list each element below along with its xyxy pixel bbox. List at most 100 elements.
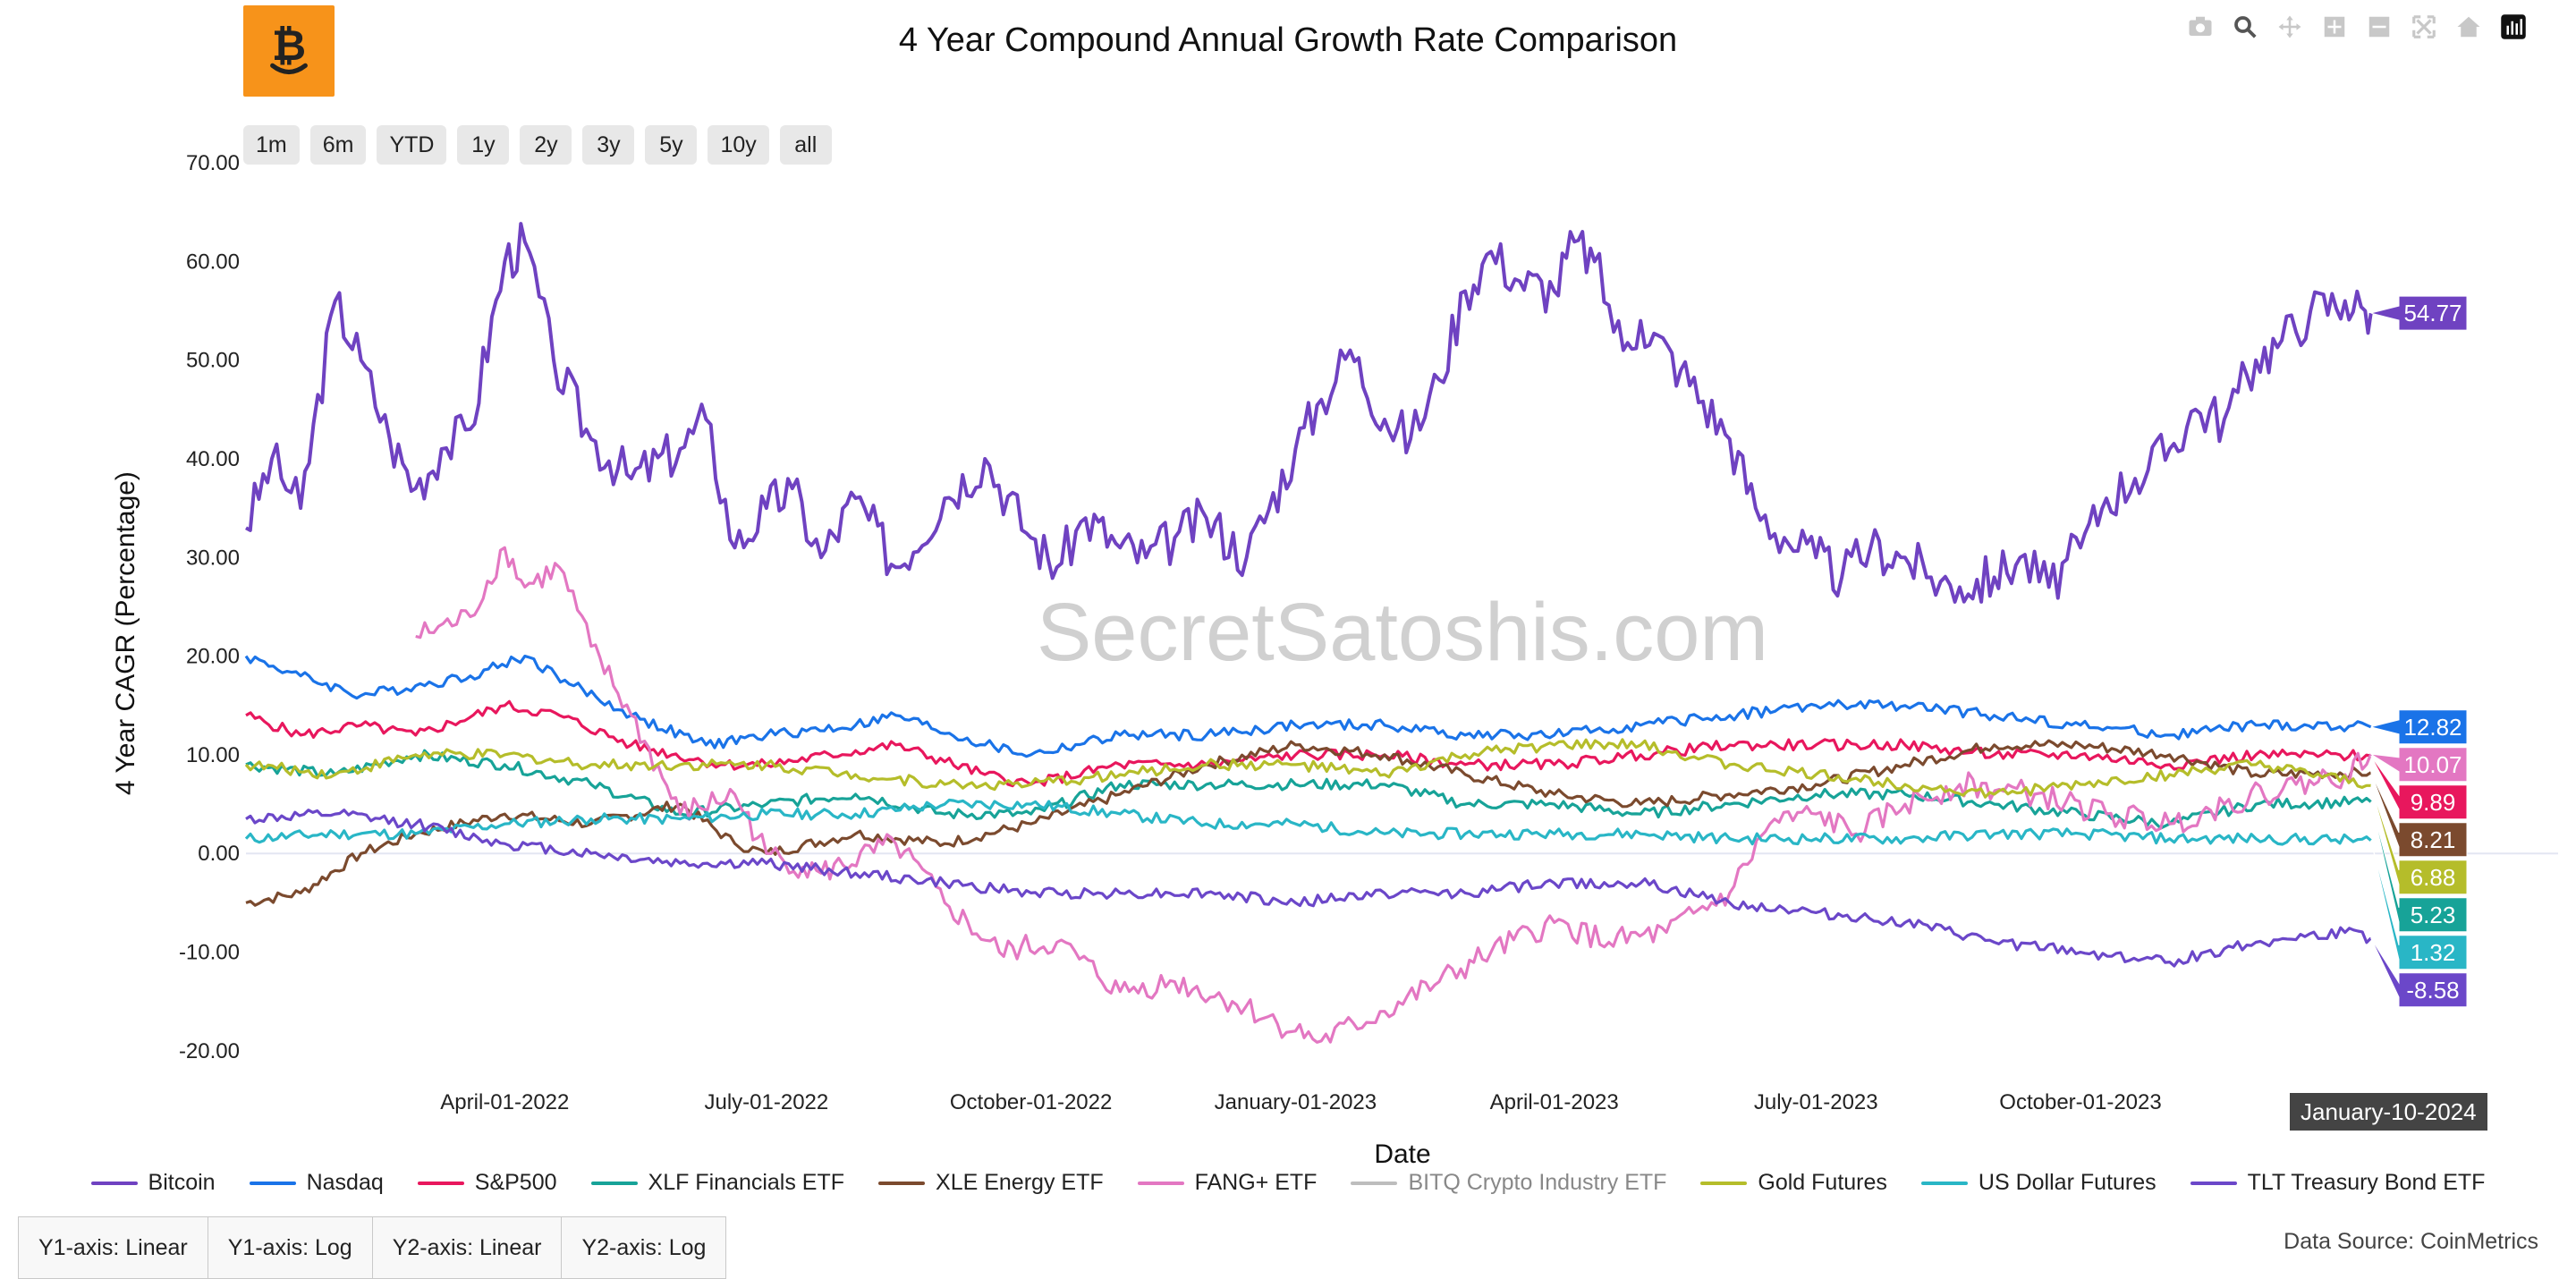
x-axis-title: Date (1374, 1139, 1430, 1169)
y-axis-ticks: 70.00 60.00 50.00 40.00 30.00 20.00 10.00 0.00 -… (179, 151, 240, 1063)
end-value-text: 12.82 (2403, 714, 2462, 741)
end-value-label: 6.88 (2370, 785, 2468, 895)
end-labels: 54.77 12.82 10.07 9.89 8.21 6.88 5.23 1.32 -8.58 (2370, 295, 2468, 1008)
end-value-text: 8.21 (2411, 826, 2456, 853)
zoom-in-icon[interactable] (2318, 11, 2351, 43)
bitcoin-smile-logo-icon: ₿ (270, 21, 308, 74)
end-value-label: 12.82 (2370, 709, 2468, 745)
y-tick-label: 0.00 (198, 842, 240, 866)
legend-swatch (1137, 1181, 1184, 1185)
modebar (2184, 9, 2529, 45)
range-button-10y[interactable]: 10y (708, 125, 769, 165)
camera-icon[interactable] (2184, 11, 2216, 43)
range-button-1y[interactable]: 1y (457, 125, 510, 165)
series-line (245, 749, 2372, 830)
range-button-5y[interactable]: 5y (645, 125, 698, 165)
end-value-text: -8.58 (2406, 977, 2459, 1004)
legend-swatch (249, 1181, 296, 1185)
legend-item[interactable]: FANG+ ETF (1137, 1170, 1318, 1196)
axis-scale-button-2[interactable]: Y2-axis: Linear (371, 1216, 563, 1279)
end-value-text: 5.23 (2411, 902, 2456, 928)
axis-scale-button-0[interactable]: Y1-axis: Linear (18, 1216, 208, 1279)
range-button-ytd[interactable]: YTD (377, 125, 447, 165)
x-tick-label: July-01-2022 (704, 1090, 828, 1114)
plotly-logo-icon[interactable] (2497, 11, 2529, 43)
zoom-icon[interactable] (2229, 11, 2261, 43)
end-value-text: 9.89 (2411, 789, 2456, 816)
end-value-text: 54.77 (2403, 300, 2462, 326)
legend-swatch (2190, 1181, 2237, 1185)
end-value-label: 8.21 (2370, 772, 2468, 858)
end-value-label: 1.32 (2370, 840, 2468, 970)
end-value-label: -8.58 (2370, 937, 2468, 1008)
end-value-text: 6.88 (2411, 864, 2456, 891)
zoom-out-icon[interactable] (2363, 11, 2395, 43)
legend-label: Bitcoin (148, 1170, 216, 1195)
legend-label: Nasdaq (306, 1170, 384, 1195)
y-tick-label: 50.00 (186, 349, 240, 373)
legend-item[interactable]: Gold Futures (1700, 1170, 1887, 1196)
y-axis-title: 4 Year CAGR (Percentage) (111, 471, 140, 795)
series-lines (244, 222, 2373, 1044)
home-icon[interactable] (2453, 11, 2485, 43)
y-tick-label: -20.00 (179, 1039, 240, 1063)
axis-scale-button-1[interactable]: Y1-axis: Log (207, 1216, 373, 1279)
series-line (245, 809, 2372, 968)
series-line (244, 738, 2371, 799)
logo: ₿ (243, 5, 335, 97)
legend-swatch (1700, 1181, 1748, 1185)
y-tick-label: -10.00 (179, 941, 240, 965)
date-tooltip: January-10-2024 (2290, 1093, 2487, 1131)
range-button-all[interactable]: all (779, 125, 832, 165)
legend-swatch (417, 1181, 464, 1185)
end-value-label: 5.23 (2370, 801, 2468, 933)
legend-item[interactable]: US Dollar Futures (1920, 1170, 2157, 1196)
range-button-3y[interactable]: 3y (582, 125, 635, 165)
legend-item[interactable]: BITQ Crypto Industry ETF (1351, 1170, 1666, 1196)
legend-swatch (878, 1181, 926, 1185)
x-tick-label: July-01-2023 (1754, 1090, 1878, 1114)
y-tick-label: 10.00 (186, 743, 240, 767)
legend-item[interactable]: S&P500 (417, 1170, 557, 1196)
axis-scale-buttons: Y1-axis: Linear Y1-axis: Log Y2-axis: Line… (18, 1216, 727, 1279)
axis-scale-button-3[interactable]: Y2-axis: Log (561, 1216, 727, 1279)
end-value-label: 9.89 (2370, 755, 2468, 820)
range-selector: 1m 6m YTD 1y 2y 3y 5y 10y all (243, 125, 832, 165)
legend-label: BITQ Crypto Industry ETF (1408, 1170, 1667, 1195)
legend-label: US Dollar Futures (1978, 1170, 2157, 1195)
legend-item[interactable]: XLF Financials ETF (590, 1170, 845, 1196)
legend-label: Gold Futures (1758, 1170, 1887, 1195)
legend-item[interactable]: TLT Treasury Bond ETF (2190, 1170, 2485, 1196)
x-tick-label: April-01-2022 (440, 1090, 569, 1114)
pan-icon[interactable] (2274, 11, 2306, 43)
x-tick-label: October-01-2023 (1999, 1090, 2161, 1114)
series-line (244, 798, 2372, 846)
y-tick-label: 60.00 (186, 250, 240, 274)
y-tick-label: 40.00 (186, 447, 240, 471)
legend-swatch (590, 1181, 638, 1185)
range-button-1m[interactable]: 1m (243, 125, 300, 165)
end-value-text: 1.32 (2411, 939, 2456, 966)
x-tick-label: January-01-2023 (1215, 1090, 1377, 1114)
legend-label: FANG+ ETF (1194, 1170, 1318, 1195)
y-tick-label: 30.00 (186, 546, 240, 570)
series-line (244, 654, 2372, 758)
legend-item[interactable]: XLE Energy ETF (878, 1170, 1104, 1196)
y-tick-label: 20.00 (186, 645, 240, 669)
end-value-label: 54.77 (2370, 295, 2468, 331)
legend: Bitcoin Nasdaq S&P500 XLF Financials ETF XLE… (0, 1170, 2576, 1196)
y-tick-label: 70.00 (186, 151, 240, 175)
range-button-2y[interactable]: 2y (520, 125, 572, 165)
range-button-6m[interactable]: 6m (309, 125, 367, 165)
end-value-label: 10.07 (2370, 747, 2468, 783)
autoscale-icon[interactable] (2408, 11, 2440, 43)
legend-swatch (90, 1181, 138, 1185)
end-value-text: 10.07 (2403, 751, 2462, 778)
legend-item[interactable]: Nasdaq (249, 1170, 384, 1196)
legend-item[interactable]: Bitcoin (90, 1170, 216, 1196)
legend-label: XLF Financials ETF (648, 1170, 845, 1195)
svg-text:₿: ₿ (272, 21, 306, 71)
series-line (245, 699, 2371, 788)
x-tick-label: October-01-2022 (950, 1090, 1112, 1114)
series-line (245, 222, 2373, 604)
